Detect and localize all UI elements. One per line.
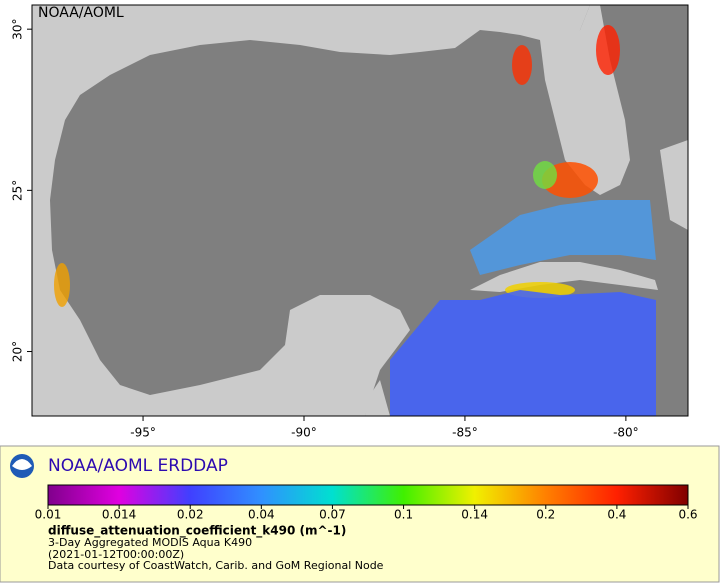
y-tick-label: 25° bbox=[11, 180, 25, 201]
y-tick-label: 30° bbox=[11, 19, 25, 40]
colorbar-tick-label: 0.1 bbox=[394, 508, 413, 522]
data-patch bbox=[390, 290, 656, 416]
x-tick-label: -80° bbox=[613, 426, 639, 440]
x-tick-label: -95° bbox=[130, 426, 156, 440]
bahamas bbox=[660, 140, 688, 230]
info-line: (2021-01-12T00:00:00Z) bbox=[48, 548, 184, 561]
y-tick-label: 20° bbox=[11, 341, 25, 362]
info-line: 3-Day Aggregated MODIS Aqua K490 bbox=[48, 536, 252, 549]
data-patch bbox=[596, 25, 620, 75]
mexico bbox=[32, 200, 410, 416]
variable-name: diffuse_attenuation_coefficient_k490 (m^… bbox=[48, 524, 346, 539]
colorbar bbox=[47, 484, 689, 506]
x-tick-label: -85° bbox=[452, 426, 478, 440]
x-tick-label: -90° bbox=[291, 426, 317, 440]
colorbar-tick-label: 0.2 bbox=[536, 508, 555, 522]
map-label: NOAA/AOML bbox=[38, 5, 124, 21]
data-patch bbox=[470, 200, 656, 275]
colorbar-tick-label: 0.14 bbox=[461, 508, 488, 522]
map-area bbox=[32, 5, 688, 416]
central-america bbox=[365, 380, 390, 416]
colorbar-tick-label: 0.01 bbox=[35, 508, 62, 522]
noaa-logo bbox=[10, 454, 34, 478]
colorbar-tick-label: 0.02 bbox=[177, 508, 204, 522]
data-patch bbox=[54, 263, 70, 307]
data-patch bbox=[533, 161, 557, 189]
colorbar-tick-label: 0.04 bbox=[248, 508, 275, 522]
map-frame bbox=[31, 4, 689, 417]
data-patch bbox=[512, 45, 532, 85]
legend-panel bbox=[0, 445, 720, 583]
colorbar-tick-label: 0.6 bbox=[678, 508, 697, 522]
colorbar-tick-label: 0.4 bbox=[607, 508, 626, 522]
colorbar-tick-label: 0.014 bbox=[102, 508, 136, 522]
land-north bbox=[32, 5, 590, 200]
legend-title: NOAA/AOML ERDDAP bbox=[48, 456, 228, 476]
colorbar-tick-label: 0.07 bbox=[319, 508, 346, 522]
info-line: Data courtesy of CoastWatch, Carib. and … bbox=[48, 559, 384, 572]
